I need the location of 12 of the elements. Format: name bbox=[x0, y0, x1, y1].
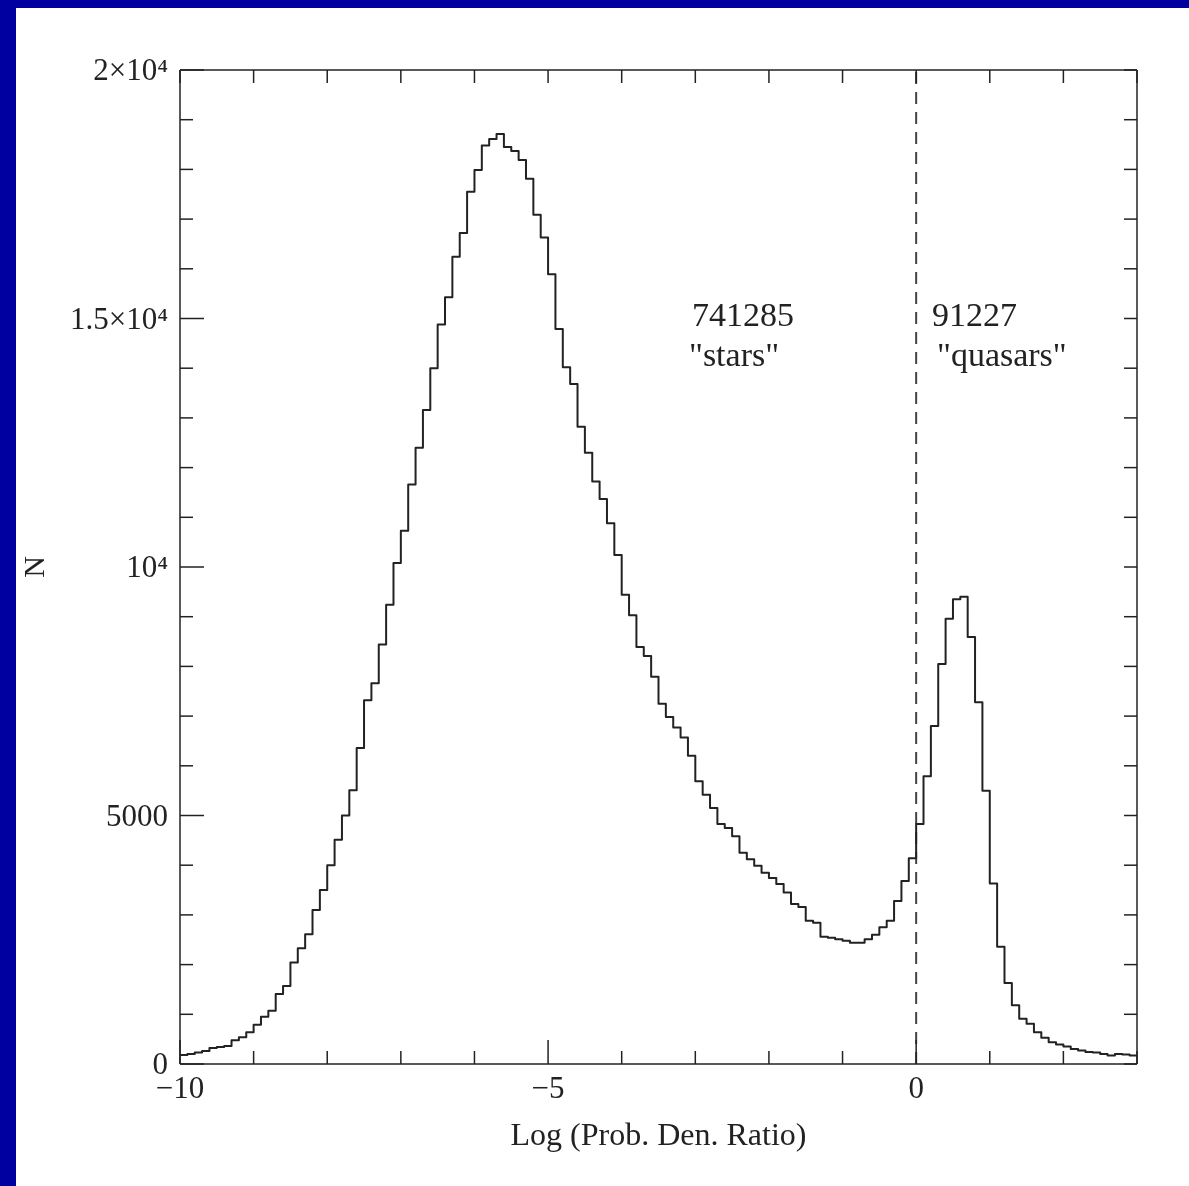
y-axis-title: N bbox=[16, 555, 51, 580]
y-tick-label: 10⁴ bbox=[126, 549, 168, 584]
annotation: "stars" bbox=[689, 336, 780, 374]
annotation: "quasars" bbox=[937, 336, 1067, 374]
annotation: 741285 bbox=[692, 296, 794, 334]
y-tick-label: 5000 bbox=[106, 797, 168, 833]
y-tick-label: 1.5×10⁴ bbox=[69, 300, 168, 336]
annotation: 91227 bbox=[932, 296, 1017, 334]
x-tick-label: −5 bbox=[531, 1070, 565, 1105]
y-tick-label: 2×10⁴ bbox=[93, 52, 168, 87]
x-axis-title: Log (Prob. Den. Ratio) bbox=[509, 1116, 808, 1153]
x-tick-label: 0 bbox=[908, 1070, 924, 1105]
